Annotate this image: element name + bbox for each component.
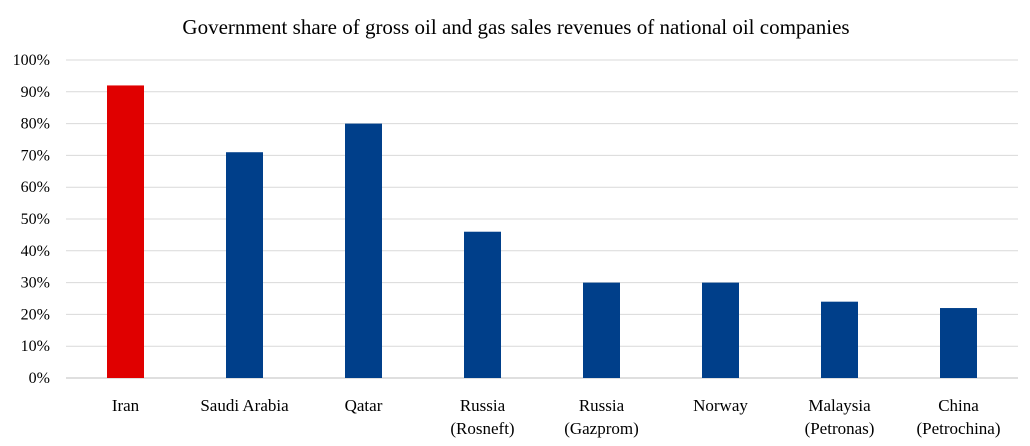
x-tick-label: (Gazprom) — [564, 419, 639, 438]
x-tick-label: China — [938, 396, 979, 415]
x-tick-label: Russia — [460, 396, 506, 415]
bar — [940, 308, 977, 378]
x-tick-label: Iran — [112, 396, 140, 415]
x-tick-label: Malaysia — [808, 396, 871, 415]
y-tick-label: 40% — [21, 243, 50, 260]
chart-title: Government share of gross oil and gas sa… — [182, 15, 849, 39]
x-tick-label: Norway — [693, 396, 748, 415]
x-axis-ticks: Iran Saudi Arabia Qatar Russia (Rosneft) Russ… — [112, 396, 1001, 438]
y-axis-ticks: 0% 10% 20% 30% 40% 50% 60% 70% 80% 90% 100% — [13, 52, 50, 387]
bars — [107, 85, 977, 378]
x-tick-label: Saudi Arabia — [200, 396, 289, 415]
bar — [226, 152, 263, 378]
x-tick-label: (Petronas) — [805, 419, 875, 438]
y-tick-label: 0% — [29, 370, 50, 387]
y-tick-label: 80% — [21, 116, 50, 133]
x-tick-label: Russia — [579, 396, 625, 415]
y-tick-label: 30% — [21, 275, 50, 292]
x-tick-label: (Rosneft) — [450, 419, 514, 438]
y-tick-label: 60% — [21, 179, 50, 196]
gridlines — [66, 59, 1018, 379]
y-tick-label: 10% — [21, 338, 50, 355]
y-tick-label: 20% — [21, 306, 50, 323]
y-tick-label: 70% — [21, 147, 50, 164]
y-tick-label: 50% — [21, 211, 50, 228]
bar — [702, 282, 739, 378]
y-tick-label: 100% — [13, 52, 50, 69]
bar — [583, 282, 620, 378]
x-tick-label: Qatar — [345, 396, 383, 415]
y-tick-label: 90% — [21, 84, 50, 101]
bar — [107, 85, 144, 378]
bar — [345, 123, 382, 378]
bar — [821, 301, 858, 378]
bar — [464, 231, 501, 378]
x-tick-label: (Petrochina) — [916, 419, 1000, 438]
